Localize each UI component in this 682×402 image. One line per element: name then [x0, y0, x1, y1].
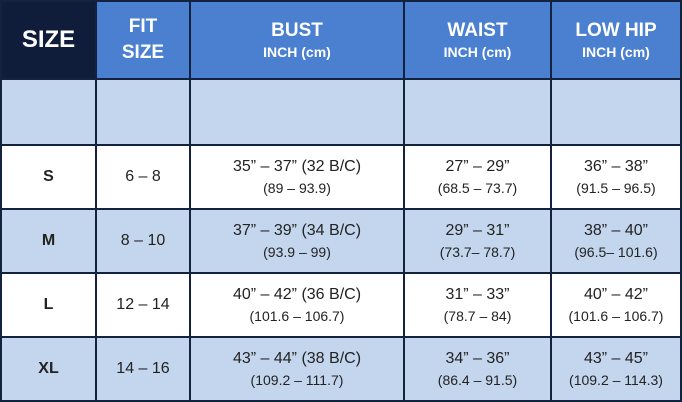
table-cell: 27” – 29” (68.5 – 73.7) — [405, 146, 550, 208]
table-cell: 43” – 45” (109.2 – 114.3) — [552, 338, 680, 400]
header-cell: FIT SIZE — [97, 2, 189, 78]
fit-size: 6 – 8 — [125, 168, 161, 186]
table-cell: 29” – 31” (73.7– 78.7) — [405, 210, 550, 272]
cell-inch: 40” – 42” — [583, 286, 649, 304]
cell-cm: (101.6 – 106.7) — [249, 308, 345, 325]
cell-cm: (93.9 – 99) — [263, 244, 331, 261]
cell-inch: 27” – 29” — [445, 158, 510, 176]
header-cell: SIZE — [2, 2, 95, 78]
cell-inch: 37” – 39” (34 B/C) — [232, 222, 362, 240]
table-cell: 40” – 42” (101.6 – 106.7) — [552, 274, 680, 336]
cell-cm: (91.5 – 96.5) — [576, 180, 656, 197]
cell-cm: (109.2 – 114.3) — [569, 372, 663, 389]
cell-cm: (101.6 – 106.7) — [568, 308, 664, 325]
blank-cell — [191, 80, 403, 144]
header-title: LOW HIP — [575, 19, 657, 41]
size-label: S — [43, 168, 54, 186]
table-cell: M — [2, 210, 95, 272]
header-title: WAIST — [447, 19, 508, 41]
blank-cell — [97, 80, 189, 144]
header-unit: INCH (cm) — [263, 44, 331, 61]
cell-inch: 31” – 33” — [445, 286, 510, 304]
fit-size: 12 – 14 — [116, 296, 170, 314]
header-cell: BUST INCH (cm) — [191, 2, 403, 78]
table-cell: 36” – 38” (91.5 – 96.5) — [552, 146, 680, 208]
cell-inch: 36” – 38” — [583, 158, 649, 176]
cell-cm: (96.5– 101.6) — [574, 244, 658, 261]
header-unit: INCH (cm) — [443, 44, 512, 61]
header-cell: LOW HIP INCH (cm) — [552, 2, 680, 78]
size-label: M — [41, 232, 56, 250]
table-cell: 40” – 42” (36 B/C) (101.6 – 106.7) — [191, 274, 403, 336]
cell-cm: (86.4 – 91.5) — [437, 372, 518, 389]
cell-inch: 43” – 45” — [583, 350, 649, 368]
table-cell: L — [2, 274, 95, 336]
cell-inch: 34” – 36” — [445, 350, 510, 368]
table-cell: 34” – 36” (86.4 – 91.5) — [405, 338, 550, 400]
cell-inch: 40” – 42” (36 B/C) — [232, 286, 362, 304]
header-title: SIZE — [21, 25, 76, 53]
cell-cm: (68.5 – 73.7) — [437, 180, 518, 197]
table-cell: 37” – 39” (34 B/C) (93.9 – 99) — [191, 210, 403, 272]
header-title: FIT — [128, 16, 158, 38]
table-cell: XL — [2, 338, 95, 400]
table-cell: 6 – 8 — [97, 146, 189, 208]
cell-inch: 29” – 31” — [445, 222, 510, 240]
table-cell: 12 – 14 — [97, 274, 189, 336]
table-cell: 14 – 16 — [97, 338, 189, 400]
header-cell: WAIST INCH (cm) — [405, 2, 550, 78]
header-title: SIZE — [121, 42, 165, 63]
blank-cell — [2, 80, 95, 144]
table-cell: 31” – 33” (78.7 – 84) — [405, 274, 550, 336]
cell-cm: (89 – 93.9) — [263, 180, 331, 197]
size-label: XL — [38, 360, 59, 378]
cell-inch: 38” – 40” — [583, 222, 649, 240]
fit-size: 14 – 16 — [116, 360, 170, 378]
table-cell: S — [2, 146, 95, 208]
header-title: BUST — [271, 19, 323, 41]
table-cell: 43” – 44” (38 B/C) (109.2 – 111.7) — [191, 338, 403, 400]
cell-inch: 43” – 44” (38 B/C) — [232, 350, 362, 368]
cell-cm: (78.7 – 84) — [443, 308, 512, 325]
blank-cell — [552, 80, 680, 144]
header-unit: INCH (cm) — [582, 44, 650, 61]
cell-cm: (73.7– 78.7) — [439, 244, 516, 261]
size-label: L — [43, 296, 54, 314]
blank-cell — [405, 80, 550, 144]
fit-size: 8 – 10 — [120, 232, 166, 250]
cell-cm: (109.2 – 111.7) — [250, 372, 344, 389]
table-cell: 8 – 10 — [97, 210, 189, 272]
table-cell: 38” – 40” (96.5– 101.6) — [552, 210, 680, 272]
cell-inch: 35” – 37” (32 B/C) — [232, 158, 362, 176]
table-cell: 35” – 37” (32 B/C) (89 – 93.9) — [191, 146, 403, 208]
